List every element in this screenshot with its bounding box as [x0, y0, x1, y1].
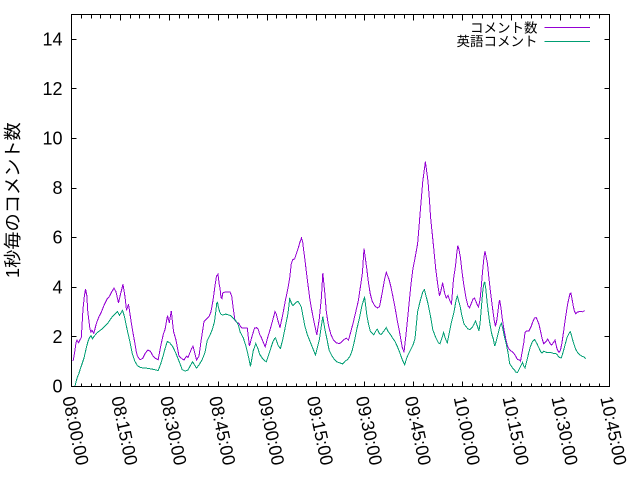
svg-text:8: 8 — [52, 178, 62, 198]
svg-text:10: 10 — [42, 129, 62, 149]
svg-text:12: 12 — [42, 79, 62, 99]
svg-text:6: 6 — [52, 228, 62, 248]
svg-text:2: 2 — [52, 327, 62, 347]
svg-text:4: 4 — [52, 277, 62, 297]
svg-text:14: 14 — [42, 29, 62, 49]
svg-text:1: 1 — [3, 268, 23, 278]
svg-text:0: 0 — [52, 377, 62, 397]
